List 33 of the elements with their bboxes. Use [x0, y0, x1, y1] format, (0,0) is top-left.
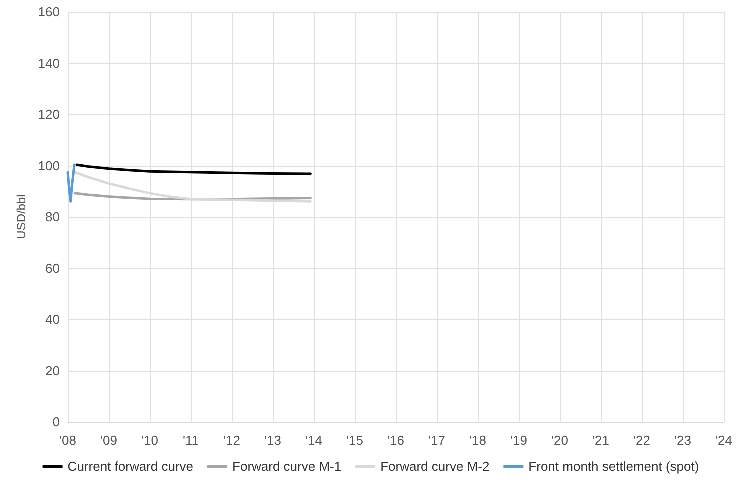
x-tick-label: '09: [100, 433, 118, 448]
y-tick-label: 60: [46, 260, 60, 276]
y-tick-label: 80: [46, 210, 60, 224]
y-tick-label: 140: [38, 56, 60, 71]
x-tick-label: '12: [224, 433, 240, 448]
x-tick-label: '24: [716, 433, 732, 448]
x-tick-label: '22: [634, 433, 650, 448]
line-series: [76, 164, 312, 176]
legend-label: Front month settlement (spot): [528, 459, 700, 474]
x-tick-label: '14: [306, 433, 322, 448]
legend-label: Forward curve M-2: [380, 459, 490, 474]
x-tick-label: '13: [264, 433, 282, 448]
y-tick-label: 160: [38, 4, 60, 20]
legend-label: Forward curve M-1: [232, 459, 342, 474]
x-tick-label: '17: [428, 433, 446, 448]
y-tick-label: 0: [52, 414, 60, 430]
x-tick-label: '10: [142, 433, 158, 448]
x-tick-label: '15: [346, 433, 364, 448]
x-tick-label: '18: [470, 433, 486, 448]
x-tick-label: '16: [388, 433, 404, 448]
y-axis-title: USD/bbl: [14, 194, 28, 240]
legend-label: Current forward curve: [68, 459, 194, 474]
x-tick-label: '21: [592, 433, 610, 448]
x-tick-label: '23: [674, 433, 692, 448]
x-tick-label: '20: [552, 433, 568, 448]
y-tick-label: 40: [46, 312, 60, 327]
y-tick-label: 120: [38, 107, 60, 122]
x-tick-label: '19: [510, 433, 528, 448]
y-tick-label: 20: [46, 363, 60, 378]
line-series: [66, 164, 76, 203]
x-tick-label: '08: [60, 433, 76, 448]
x-tick-label: '11: [183, 433, 199, 448]
y-tick-label: 100: [38, 158, 60, 174]
